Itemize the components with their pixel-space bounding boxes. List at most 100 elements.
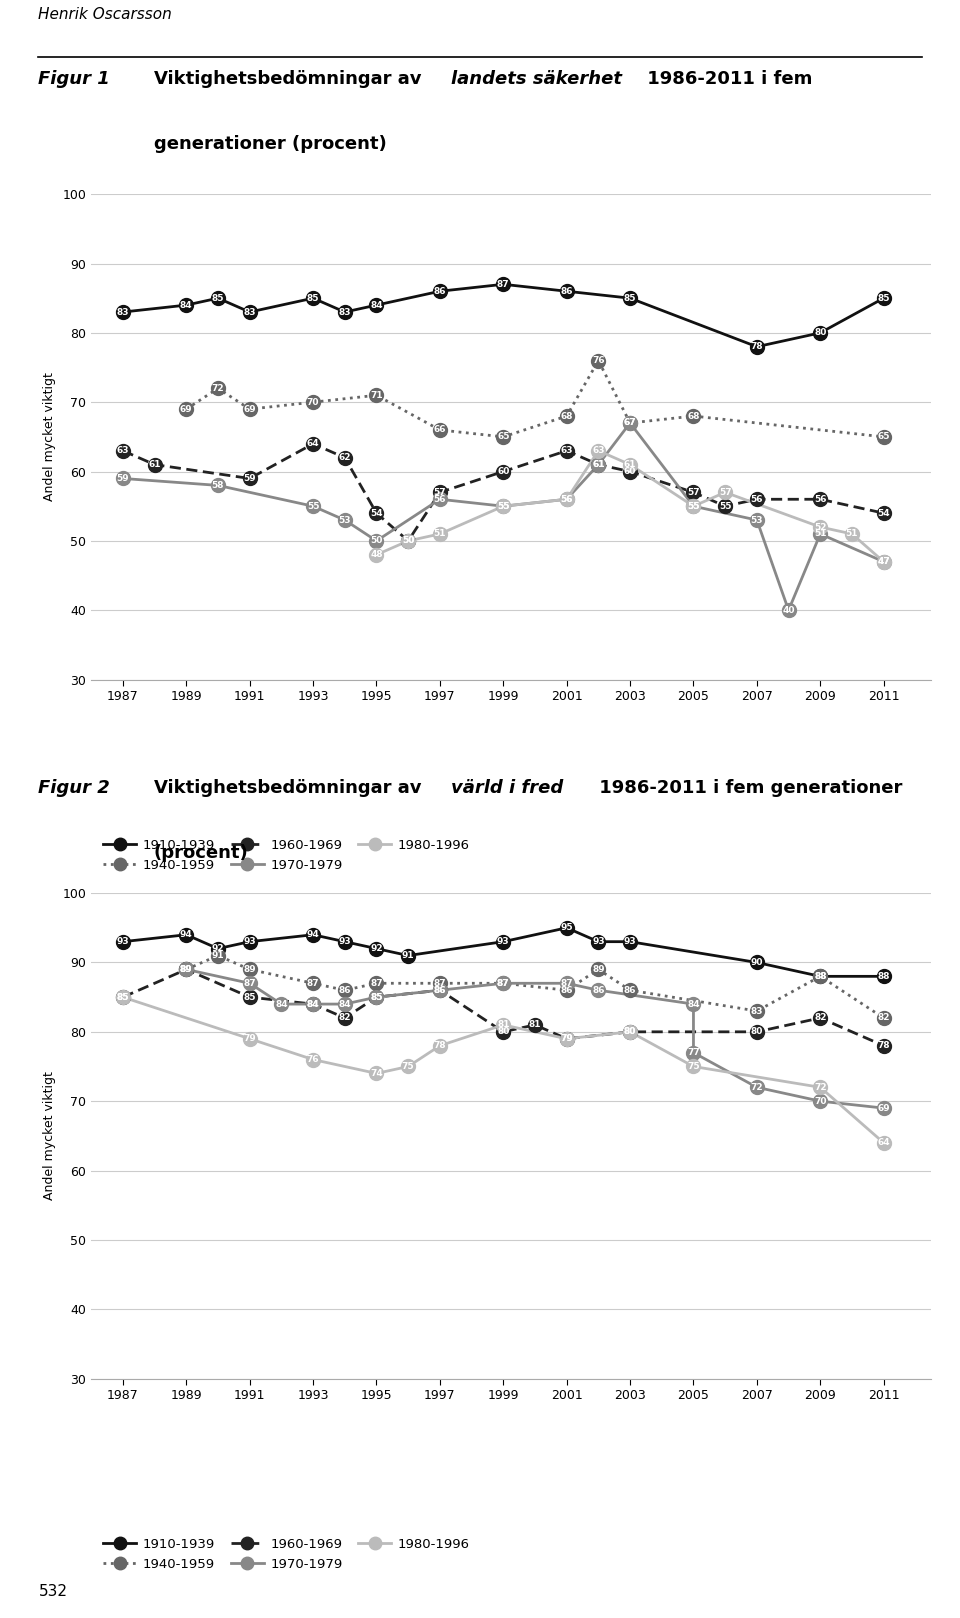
Text: 86: 86	[561, 286, 573, 296]
Text: 93: 93	[592, 937, 605, 947]
Text: 83: 83	[117, 307, 130, 317]
Text: 56: 56	[561, 495, 573, 503]
Text: Henrik Oscarsson: Henrik Oscarsson	[38, 8, 172, 23]
Text: 67: 67	[624, 419, 636, 427]
Text: 87: 87	[497, 979, 510, 987]
Text: Figur 2: Figur 2	[38, 780, 110, 798]
Text: 51: 51	[846, 529, 858, 539]
Text: 80: 80	[624, 1027, 636, 1036]
Text: 79: 79	[243, 1034, 256, 1044]
Text: 61: 61	[592, 460, 605, 469]
Text: 61: 61	[592, 460, 605, 469]
Text: 85: 85	[877, 294, 890, 303]
Text: 56: 56	[814, 495, 827, 503]
Text: 87: 87	[307, 979, 320, 987]
Text: 57: 57	[434, 489, 446, 497]
Text: 85: 85	[371, 993, 383, 1002]
Text: 72: 72	[751, 1082, 763, 1092]
Text: 47: 47	[877, 557, 890, 566]
Text: 92: 92	[211, 945, 225, 953]
Text: 1986-2011 i fem generationer: 1986-2011 i fem generationer	[593, 780, 902, 798]
Text: 86: 86	[434, 286, 446, 296]
Text: 86: 86	[561, 985, 573, 995]
Text: 83: 83	[339, 307, 351, 317]
Text: 84: 84	[307, 1000, 320, 1008]
Text: 69: 69	[180, 404, 193, 414]
Text: 87: 87	[434, 979, 446, 987]
Text: 67: 67	[624, 419, 636, 427]
Text: 71: 71	[371, 392, 383, 400]
Text: 80: 80	[497, 1027, 510, 1036]
Text: 53: 53	[339, 516, 351, 524]
Text: 56: 56	[751, 495, 763, 503]
Text: 93: 93	[497, 937, 510, 947]
Text: 94: 94	[306, 930, 320, 938]
Text: 84: 84	[180, 301, 193, 309]
Text: 70: 70	[814, 1097, 827, 1105]
Text: 82: 82	[339, 1013, 351, 1023]
Text: 59: 59	[244, 474, 256, 482]
Text: 89: 89	[180, 964, 193, 974]
Text: 87: 87	[497, 979, 510, 987]
Text: 65: 65	[497, 432, 510, 442]
Text: 53: 53	[751, 516, 763, 524]
Text: 532: 532	[38, 1584, 67, 1599]
Text: 70: 70	[307, 398, 320, 406]
Text: 82: 82	[877, 1013, 890, 1023]
Text: 83: 83	[244, 307, 256, 317]
Text: 81: 81	[529, 1021, 541, 1029]
Text: 61: 61	[149, 460, 161, 469]
Text: 50: 50	[402, 537, 415, 545]
Text: 87: 87	[497, 280, 510, 288]
Text: 51: 51	[434, 529, 446, 539]
Text: 50: 50	[402, 537, 415, 545]
Text: 88: 88	[814, 972, 827, 981]
Text: 85: 85	[117, 993, 130, 1002]
Text: 80: 80	[814, 328, 827, 337]
Text: 80: 80	[751, 1027, 763, 1036]
Text: 52: 52	[814, 523, 827, 531]
Text: 84: 84	[371, 301, 383, 309]
Text: 69: 69	[244, 404, 256, 414]
Text: 86: 86	[434, 985, 446, 995]
Y-axis label: Andel mycket viktigt: Andel mycket viktigt	[42, 372, 56, 502]
Text: 47: 47	[877, 557, 890, 566]
Text: 91: 91	[402, 951, 415, 959]
Text: 88: 88	[877, 972, 890, 981]
Text: 94: 94	[180, 930, 193, 938]
Legend: 1910-1939, 1940-1959, 1960-1969, 1970-1979, 1980-1996: 1910-1939, 1940-1959, 1960-1969, 1970-19…	[98, 833, 475, 877]
Text: Viktighetsbedömningar av: Viktighetsbedömningar av	[154, 71, 427, 89]
Text: 93: 93	[339, 937, 351, 947]
Text: 55: 55	[497, 502, 510, 511]
Text: 64: 64	[307, 440, 320, 448]
Text: 87: 87	[561, 979, 573, 987]
Text: 62: 62	[339, 453, 351, 463]
Text: 55: 55	[687, 502, 700, 511]
Text: 86: 86	[434, 985, 446, 995]
Text: 89: 89	[180, 964, 193, 974]
Text: 85: 85	[371, 993, 383, 1002]
Text: 91: 91	[211, 951, 225, 959]
Text: 88: 88	[814, 972, 827, 981]
Y-axis label: Andel mycket viktigt: Andel mycket viktigt	[42, 1071, 56, 1201]
Text: 87: 87	[244, 979, 256, 987]
Text: 89: 89	[592, 964, 605, 974]
Text: landets säkerhet: landets säkerhet	[451, 71, 622, 89]
Text: 63: 63	[592, 447, 605, 455]
Text: 81: 81	[497, 1021, 510, 1029]
Text: 51: 51	[814, 529, 827, 539]
Text: 90: 90	[751, 958, 763, 968]
Text: 60: 60	[624, 468, 636, 476]
Text: 76: 76	[307, 1055, 320, 1065]
Text: 66: 66	[434, 426, 446, 434]
Text: 89: 89	[180, 964, 193, 974]
Text: 63: 63	[561, 447, 573, 455]
Text: 61: 61	[624, 460, 636, 469]
Text: 55: 55	[307, 502, 320, 511]
Text: 59: 59	[116, 474, 130, 482]
Text: 89: 89	[244, 964, 256, 974]
Text: 85: 85	[212, 294, 225, 303]
Text: 83: 83	[751, 1006, 763, 1016]
Text: 85: 85	[244, 993, 256, 1002]
Text: 65: 65	[877, 432, 890, 442]
